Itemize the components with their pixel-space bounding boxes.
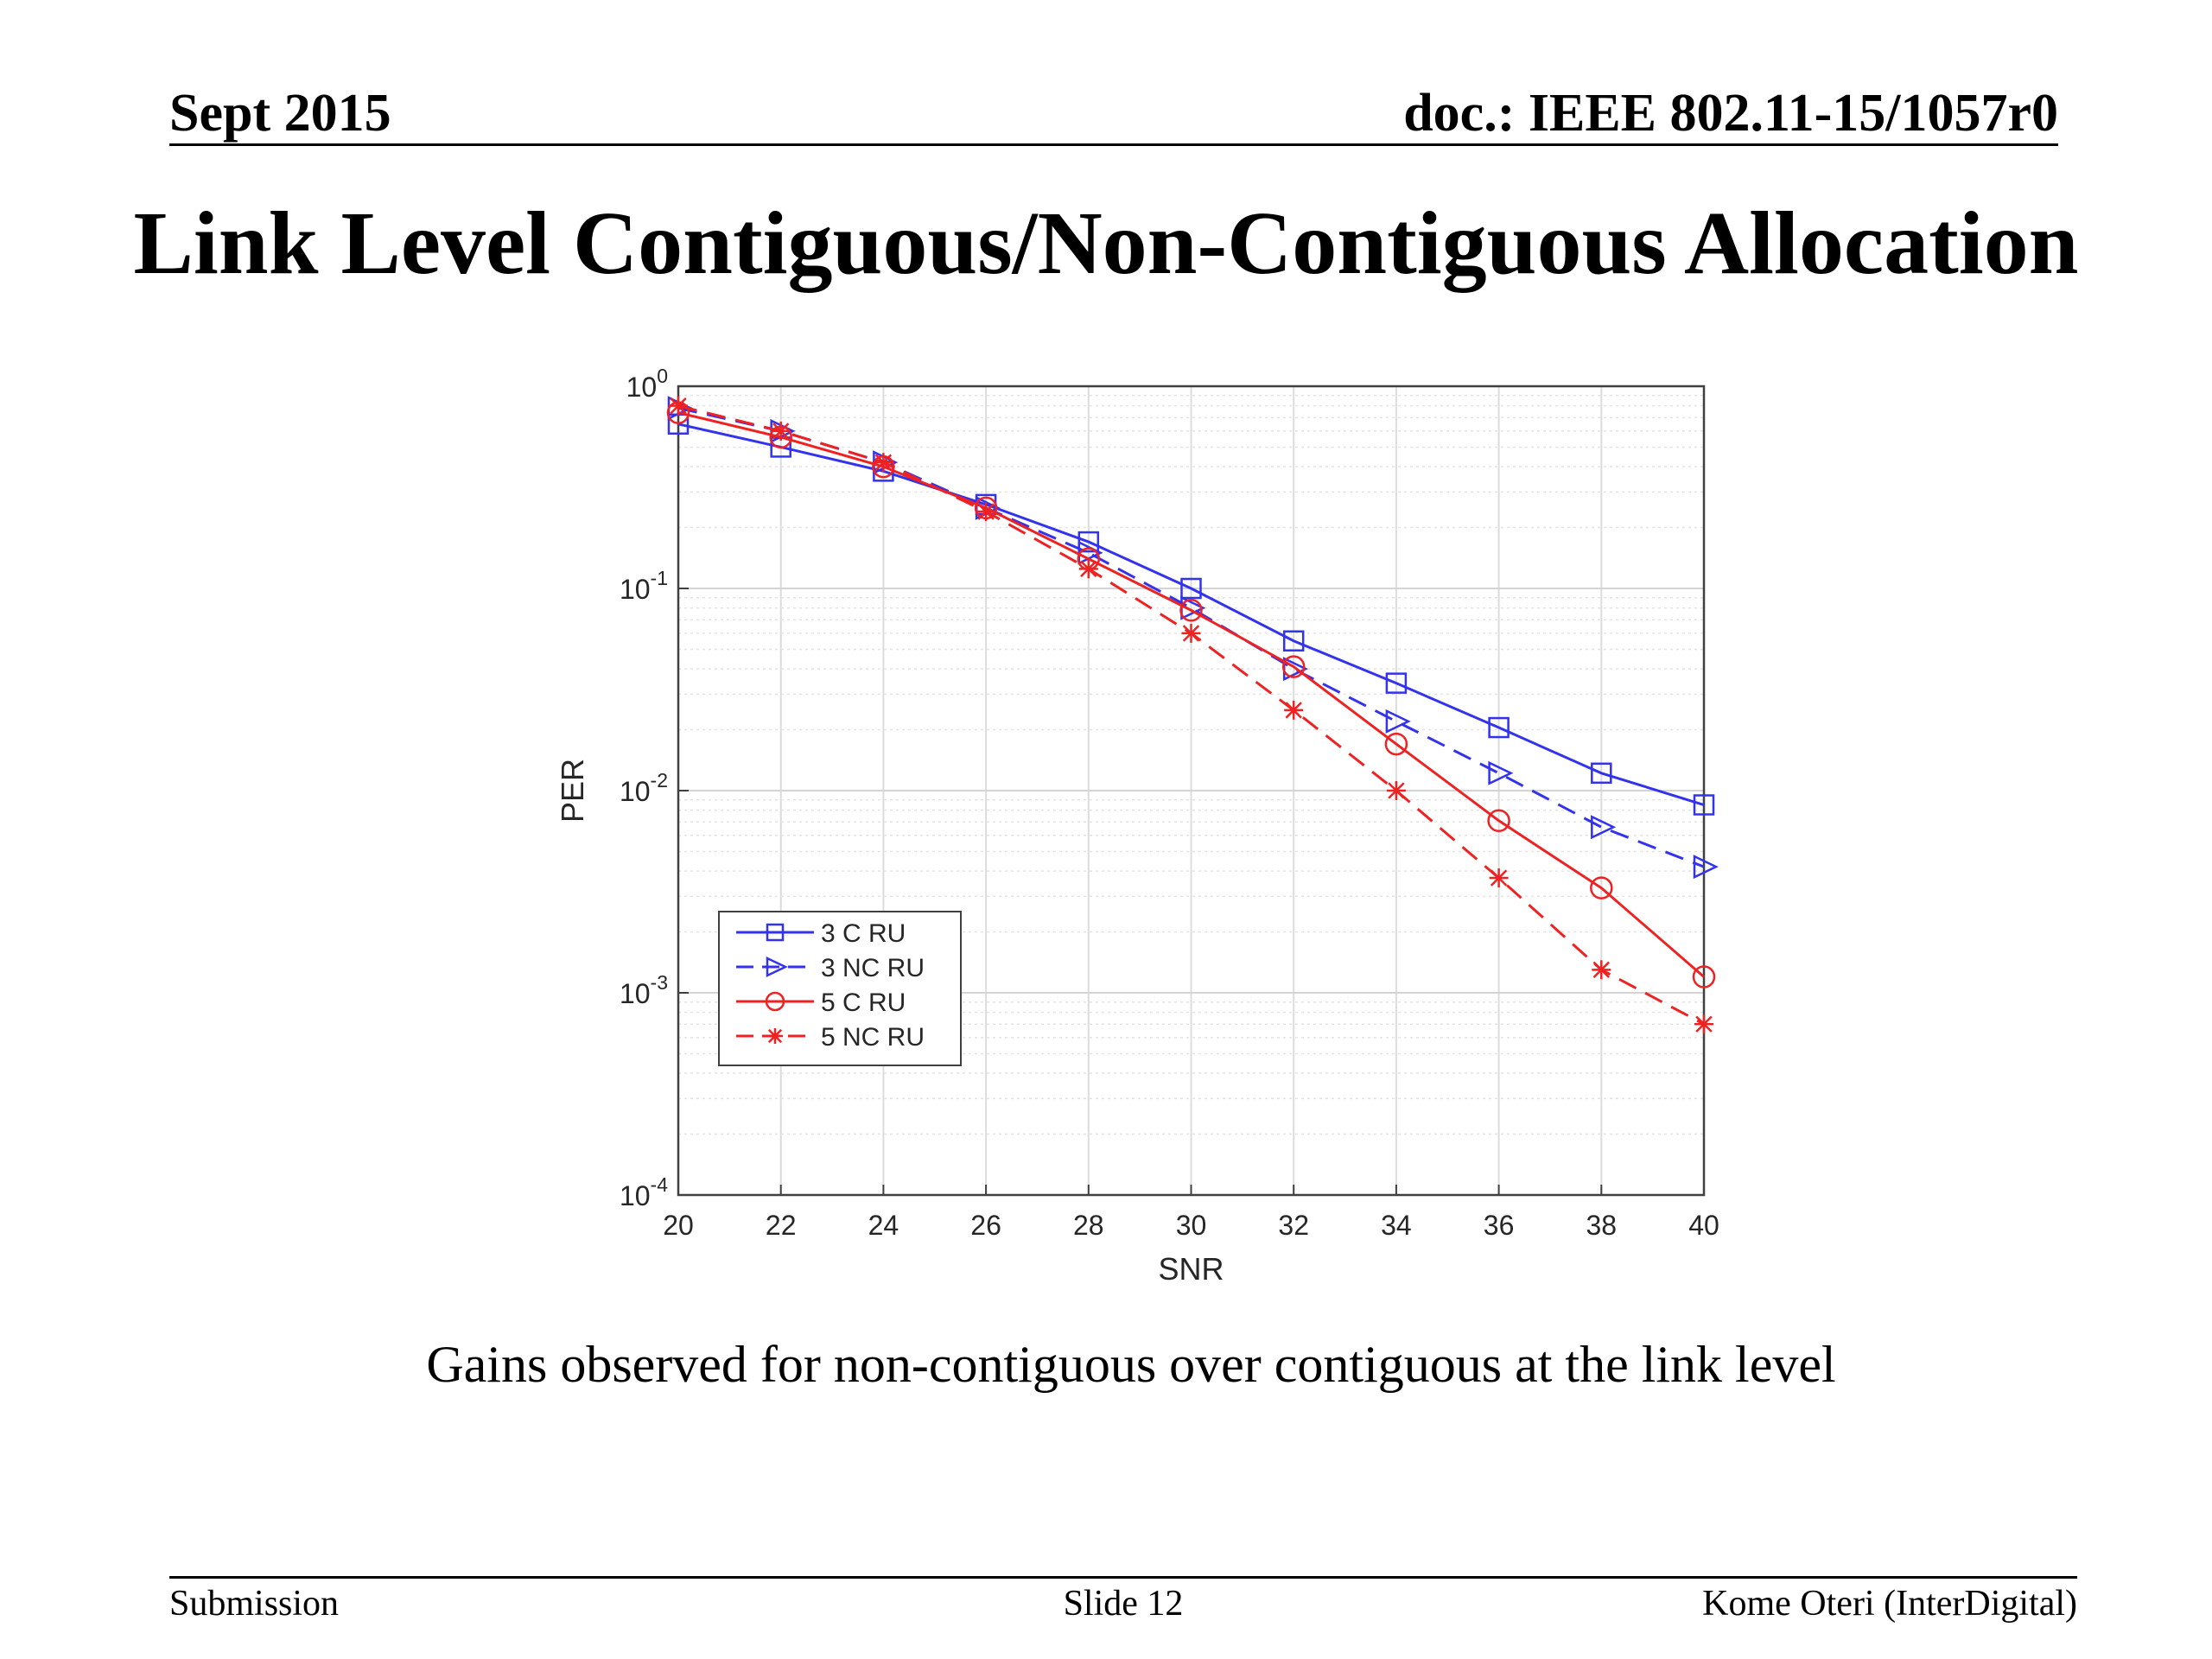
asterisk-stroke — [1080, 560, 1097, 578]
data-point — [1590, 876, 1613, 899]
data-point — [1181, 623, 1201, 643]
asterisk-stroke — [1695, 1015, 1713, 1033]
series-line — [677, 423, 1705, 806]
x-tick-label: 32 — [1278, 1210, 1309, 1241]
x-tick-label: 22 — [766, 1210, 797, 1241]
data-point — [1180, 577, 1202, 600]
data-point — [669, 396, 688, 416]
legend-label: 5 C RU — [821, 988, 906, 1017]
footer-author: Kome Oteri (InterDigital) — [1702, 1584, 2077, 1624]
x-tick-label: 26 — [970, 1210, 1001, 1241]
asterisk-stroke — [670, 397, 687, 415]
asterisk-stroke — [772, 423, 790, 440]
data-point — [1078, 559, 1098, 579]
asterisk-stroke — [1592, 961, 1610, 979]
x-axis-label: SNR — [1158, 1251, 1224, 1287]
data-point — [1592, 960, 1611, 980]
data-point — [1694, 1014, 1713, 1034]
data-point — [1386, 781, 1406, 800]
legend-swatch-marker — [767, 1028, 783, 1044]
data-point — [1282, 630, 1305, 652]
data-point — [1385, 672, 1408, 694]
legend-label: 3 C RU — [821, 919, 906, 948]
data-point — [1488, 716, 1510, 739]
x-tick-label: 40 — [1688, 1210, 1719, 1241]
data-point — [771, 421, 791, 441]
y-axis-label: PER — [555, 759, 590, 823]
data-point — [1179, 598, 1203, 622]
x-tick-label: 20 — [663, 1210, 694, 1241]
legend-swatch-marker — [766, 957, 788, 977]
data-point — [1693, 794, 1715, 816]
asterisk-stroke — [874, 454, 893, 471]
asterisk-stroke — [977, 503, 995, 520]
x-tick-label: 28 — [1073, 1210, 1104, 1241]
x-tick-label: 34 — [1381, 1210, 1412, 1241]
data-point — [1384, 732, 1408, 756]
y-tick-label: 10-2 — [620, 769, 668, 807]
legend-box — [718, 911, 962, 1066]
x-tick-label: 36 — [1484, 1210, 1515, 1241]
data-point — [1693, 855, 1719, 880]
data-point — [1385, 709, 1411, 734]
data-point — [874, 453, 893, 473]
asterisk-stroke — [1182, 625, 1200, 642]
legend-label: 5 NC RU — [821, 1023, 925, 1052]
y-tick-label: 10-1 — [620, 567, 668, 605]
data-point — [1281, 655, 1306, 678]
legend-label: 3 NC RU — [821, 954, 925, 982]
x-tick-label: 30 — [1176, 1210, 1207, 1241]
data-point — [1488, 760, 1514, 785]
data-point — [1591, 815, 1617, 840]
series-5-c-ru — [666, 401, 1716, 988]
header-divider — [169, 143, 2058, 146]
chart-svg: 20 22 24 26 28 30 32 34 36 38 40 100 10-1 10-2 10-3 10-… — [555, 365, 1719, 1287]
document-id: doc.: IEEE 802.11-15/1057r0 — [1403, 84, 2058, 143]
data-point — [976, 502, 996, 522]
asterisk-stroke — [767, 1028, 783, 1044]
slide-date: Sept 2015 — [169, 84, 391, 143]
y-tick-label: 100 — [626, 365, 668, 403]
footer-slide-number: Slide 12 — [1063, 1584, 1184, 1624]
data-point — [1591, 762, 1612, 785]
x-tick-label: 24 — [868, 1210, 899, 1241]
legend-swatch-marker — [766, 923, 785, 942]
per-vs-snr-chart: 20 22 24 26 28 30 32 34 36 38 40 100 10-1 10-2 10-3 10-… — [518, 346, 1763, 1287]
footer-submission: Submission — [169, 1584, 340, 1624]
footer-divider — [169, 1576, 2077, 1579]
y-tick-label: 10-4 — [620, 1173, 668, 1211]
y-tick-label: 10-3 — [620, 971, 668, 1009]
data-point — [1284, 700, 1304, 720]
slide-title: Link Level Contiguous/Non-Contiguous All… — [133, 194, 2079, 293]
legend: 3 C RU 3 NC RU 5 C RU 5 NC RU — [718, 911, 962, 1066]
legend-swatch-marker — [765, 991, 785, 1012]
asterisk-stroke — [1388, 782, 1405, 799]
data-point — [1489, 868, 1509, 888]
series-5-nc-ru — [669, 396, 1713, 1034]
asterisk-stroke — [1490, 869, 1508, 887]
series-line — [677, 411, 1705, 978]
data-point — [1487, 809, 1510, 833]
asterisk-stroke — [1285, 702, 1302, 719]
data-point — [1692, 965, 1716, 988]
slide-caption: Gains observed for non-contiguous over c… — [426, 1336, 1836, 1393]
x-tick-label: 38 — [1586, 1210, 1618, 1241]
